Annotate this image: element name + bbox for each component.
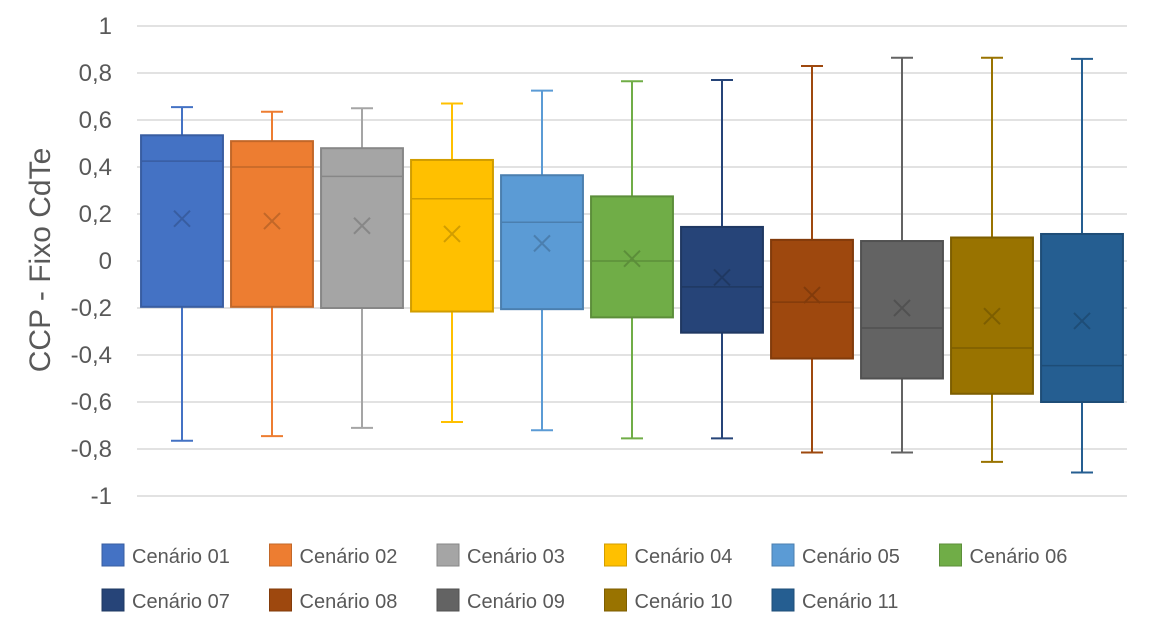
box-body xyxy=(410,158,494,313)
legend-item: Cenário 10 xyxy=(604,588,733,613)
y-tick-label: 0,4 xyxy=(79,154,112,181)
legend-item: Cenário 11 xyxy=(771,588,898,613)
box-body xyxy=(860,240,944,380)
box-7 xyxy=(680,79,764,440)
mean-marker xyxy=(533,234,551,253)
legend-swatch xyxy=(436,543,460,567)
box-6 xyxy=(590,80,674,440)
legend-item: Cenário 04 xyxy=(604,543,733,568)
box-3 xyxy=(320,107,404,429)
legend-label: Cenário 05 xyxy=(802,546,900,568)
mean-marker xyxy=(443,225,461,243)
mean-marker xyxy=(803,286,821,304)
box-10 xyxy=(950,56,1034,463)
y-tick-label: 0,8 xyxy=(79,60,112,87)
mean-marker xyxy=(623,249,641,268)
box-9 xyxy=(860,56,944,454)
legend-swatch xyxy=(269,543,292,567)
box-body xyxy=(590,195,674,319)
box-8 xyxy=(770,64,854,454)
y-tick-label: -1 xyxy=(91,483,112,510)
y-axis-title: CCP - Fixo CdTe xyxy=(24,148,57,373)
legend-item: Cenário 05 xyxy=(771,543,900,568)
box-5 xyxy=(500,89,584,432)
legend-label: Cenário 11 xyxy=(802,591,898,613)
mean-marker xyxy=(713,268,731,287)
y-tick-label: -0,2 xyxy=(71,295,112,322)
legend-swatch xyxy=(604,588,627,612)
y-tick-label: 1 xyxy=(99,13,112,40)
legend-label: Cenário 06 xyxy=(970,546,1068,568)
y-tick-label: 0 xyxy=(99,248,112,275)
box-11 xyxy=(1040,57,1124,474)
mean-marker xyxy=(173,209,191,228)
legend-item: Cenário 03 xyxy=(436,543,565,568)
box-2 xyxy=(230,110,314,438)
legend-item: Cenário 07 xyxy=(101,588,230,613)
legend: Cenário 01 Cenário 02 Cenário 03 Cenário 04… xyxy=(101,543,1068,613)
y-tick-label: 0,2 xyxy=(79,201,112,228)
y-tick-label: 0,6 xyxy=(79,107,112,134)
legend-item: Cenário 09 xyxy=(436,588,565,613)
y-tick-label: -0,4 xyxy=(71,342,112,369)
legend-label: Cenário 07 xyxy=(132,591,230,613)
mean-marker xyxy=(353,217,371,235)
legend-item: Cenário 01 xyxy=(101,543,230,568)
mean-marker xyxy=(1073,312,1091,330)
y-axis-ticks: -1 -0,8 -0,6 -0,4 -0,2 0 0,2 0,4 0,6 0,8 1 xyxy=(71,13,112,510)
legend-swatch xyxy=(771,543,795,567)
legend-swatch xyxy=(771,588,795,612)
box-1 xyxy=(140,106,224,442)
legend-swatch xyxy=(101,543,125,567)
legend-swatch xyxy=(939,543,962,567)
legend-label: Cenário 10 xyxy=(635,591,733,613)
legend-label: Cenário 02 xyxy=(300,546,398,568)
legend-label: Cenário 01 xyxy=(132,546,230,568)
mean-marker xyxy=(263,212,281,230)
legend-swatch xyxy=(604,543,627,567)
legend-swatch xyxy=(436,588,460,612)
legend-item: Cenário 02 xyxy=(269,543,398,568)
legend-item: Cenário 06 xyxy=(939,543,1068,568)
mean-marker xyxy=(893,299,911,317)
legend-label: Cenário 08 xyxy=(300,591,398,613)
y-tick-label: -0,8 xyxy=(71,436,112,463)
mean-marker xyxy=(983,307,1001,325)
y-tick-label: -0,6 xyxy=(71,389,112,416)
legend-label: Cenário 03 xyxy=(467,546,565,568)
boxes xyxy=(140,56,1124,474)
box-body xyxy=(140,134,224,308)
box-4 xyxy=(410,102,494,423)
box-body xyxy=(1040,232,1124,403)
legend-label: Cenário 09 xyxy=(467,591,565,613)
box-body xyxy=(320,147,404,309)
box-body xyxy=(770,238,854,360)
legend-label: Cenário 04 xyxy=(635,546,733,568)
legend-swatch xyxy=(269,588,292,612)
box-body xyxy=(680,225,764,334)
legend-swatch xyxy=(101,588,125,612)
legend-item: Cenário 08 xyxy=(269,588,398,613)
box-body xyxy=(230,140,314,308)
